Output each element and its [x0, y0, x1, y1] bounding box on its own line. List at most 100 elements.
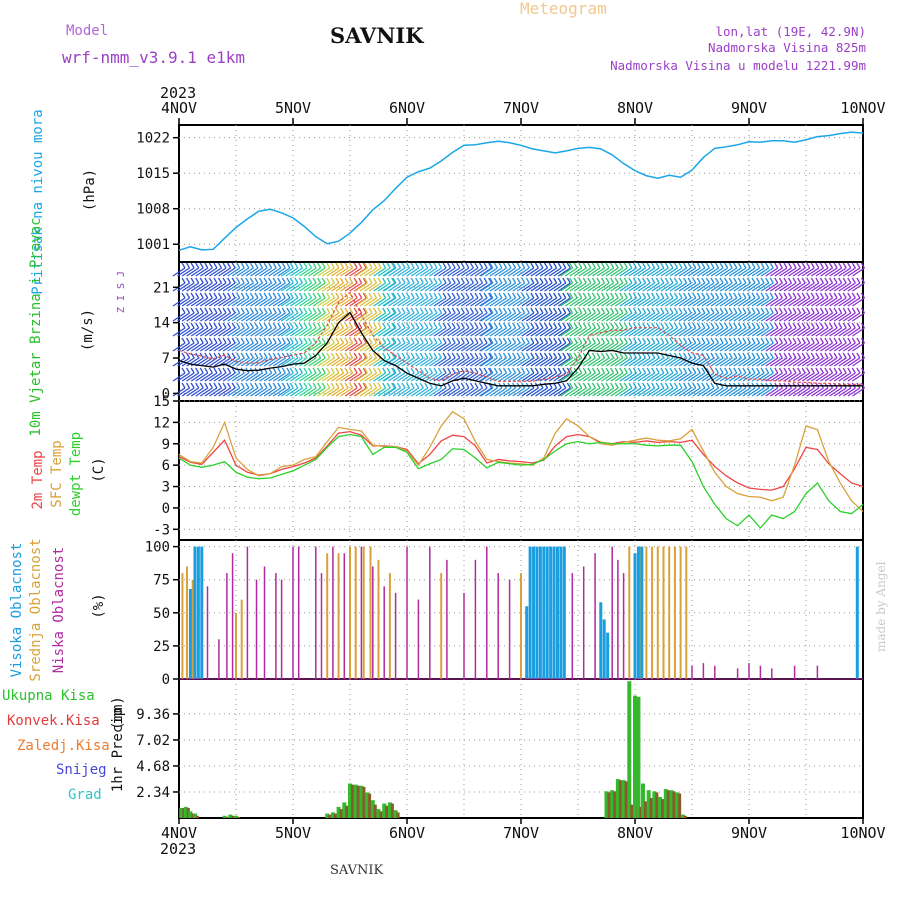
- wind-barb-flag: [263, 292, 268, 299]
- wind-barb-flag: [842, 352, 847, 359]
- wind-barb-flag: [277, 322, 282, 329]
- wind-barb: [489, 372, 503, 382]
- wind-barb-flag: [838, 262, 843, 269]
- wind-barb-flag: [765, 307, 770, 314]
- wind-barb-flag: [810, 277, 815, 284]
- wind-barb-flag: [553, 352, 558, 359]
- wind-barb: [779, 357, 792, 367]
- wind-barb-flag: [860, 352, 865, 359]
- precip-total-bar: [222, 815, 227, 818]
- wind-barb: [637, 372, 651, 382]
- wind-barb-flag: [751, 262, 756, 269]
- wind-barb-flag: [815, 352, 820, 359]
- wind-barb: [484, 312, 498, 322]
- wind-barb-flag: [277, 262, 282, 269]
- wind-barb: [285, 387, 299, 397]
- precip-conv-bar: [396, 812, 400, 818]
- wind-barb: [765, 297, 779, 307]
- wind-barb-flag: [396, 262, 402, 269]
- wind-barb: [335, 267, 349, 277]
- wind-barb-flag: [362, 367, 367, 374]
- wind-barb-flag: [833, 322, 838, 329]
- precip-total-bar: [387, 802, 392, 818]
- wind-barb-flag: [856, 322, 861, 329]
- wind-barb-flag: [605, 307, 610, 314]
- wind-barb-flag: [493, 322, 498, 329]
- wind-barb-flag: [637, 277, 642, 284]
- wind-barb-flag: [701, 322, 706, 329]
- wind-barb: [633, 342, 646, 352]
- wind-barb: [272, 327, 286, 337]
- wind-barb-flag: [372, 262, 378, 269]
- wind-barb-flag: [824, 277, 829, 284]
- wind-barb: [765, 357, 779, 367]
- wind-barb: [280, 297, 294, 307]
- wind-barb: [317, 297, 331, 307]
- wind-barb-flag: [245, 277, 250, 284]
- wind-barb: [526, 282, 539, 292]
- wind-barb: [756, 312, 770, 322]
- wind-barb: [401, 267, 415, 277]
- wind-barb-flag: [326, 277, 331, 284]
- wind-barb-flag: [619, 262, 624, 269]
- wind-barb: [259, 312, 273, 322]
- wind-barb-flag: [428, 307, 433, 314]
- wind-barb-flag: [263, 277, 268, 284]
- wind-barb-flag: [339, 382, 345, 389]
- wind-barb-flag: [268, 277, 273, 284]
- wind-barb-flag: [344, 277, 349, 284]
- wind-barb-flag: [566, 262, 571, 269]
- wind-barb-flag: [632, 382, 637, 389]
- wind-barb: [530, 297, 544, 307]
- wind-barb: [172, 342, 186, 352]
- wind-barb-flag: [696, 277, 701, 284]
- wind-barb: [406, 342, 420, 352]
- wind-barb-flag: [245, 322, 250, 329]
- wind-barb: [783, 372, 797, 382]
- wind-barb-flag: [258, 292, 264, 299]
- wind-barb: [344, 312, 358, 322]
- wind-barb: [820, 267, 833, 277]
- wind-barb: [548, 357, 562, 367]
- wind-barb: [373, 387, 387, 397]
- wind-barb-flag: [525, 307, 530, 314]
- wind-barb-flag: [382, 277, 387, 284]
- wind-barb: [373, 282, 387, 292]
- wind-barb: [692, 342, 706, 352]
- wind-barb: [331, 387, 344, 397]
- wind-barb: [516, 387, 530, 397]
- wind-barb: [738, 312, 751, 322]
- wind-barb: [181, 342, 195, 352]
- wind-barb: [465, 327, 479, 337]
- wind-barb: [824, 357, 838, 367]
- wind-barb: [687, 297, 701, 307]
- wind-barb: [633, 267, 646, 277]
- wind-barb: [397, 342, 410, 352]
- wind-barb: [222, 327, 236, 337]
- wind-barb: [692, 357, 706, 367]
- wind-barb-flag: [460, 337, 465, 344]
- wind-barb: [195, 267, 209, 277]
- wind-barb: [177, 387, 190, 397]
- wind-barb-flag: [810, 352, 815, 359]
- wind-barb-flag: [321, 307, 326, 314]
- wind-barb-flag: [377, 262, 382, 269]
- wind-barb-flag: [553, 367, 558, 374]
- wind-barb-flag: [442, 367, 447, 374]
- wind-barb-flag: [815, 322, 820, 329]
- wind-barb: [747, 297, 760, 307]
- wind-barb-flag: [851, 367, 856, 374]
- wind-barb-flag: [451, 337, 456, 344]
- wind-barb: [838, 387, 852, 397]
- wind-barb-flag: [483, 277, 488, 284]
- wind-barb-flag: [377, 382, 382, 389]
- wind-barb-flag: [326, 367, 331, 374]
- wind-barb: [344, 267, 358, 277]
- wind-barb-flag: [258, 367, 264, 374]
- wind-barb: [838, 297, 852, 307]
- wind-barb-flag: [851, 307, 856, 314]
- wind-barb: [461, 312, 474, 322]
- wind-barb: [769, 372, 783, 382]
- wind-barb: [456, 312, 470, 322]
- wind-barb: [587, 357, 601, 367]
